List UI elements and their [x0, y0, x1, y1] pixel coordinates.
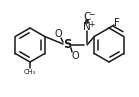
Text: N: N [83, 22, 91, 32]
Text: S: S [63, 39, 71, 52]
Text: −: − [88, 10, 95, 19]
Text: CH₃: CH₃ [24, 69, 36, 75]
Text: +: + [88, 20, 95, 29]
Text: C: C [83, 12, 91, 22]
Text: O: O [54, 29, 62, 39]
Text: F: F [114, 18, 120, 28]
Text: O: O [71, 51, 79, 61]
